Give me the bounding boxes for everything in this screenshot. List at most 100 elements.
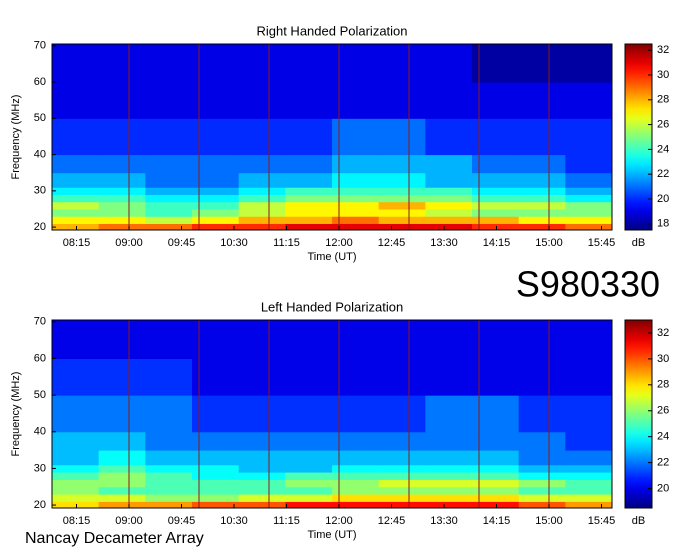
observation-id: S980330: [516, 264, 660, 305]
heatmap-cell: [565, 486, 613, 495]
heatmap-cell: [238, 172, 286, 188]
heatmap-cell: [285, 486, 333, 495]
colorbar: [624, 43, 653, 231]
heatmap-cell: [332, 479, 380, 488]
heatmap-cell: [332, 472, 380, 480]
heatmap-cell: [285, 44, 333, 83]
colorbar-tick-label: 18: [657, 218, 669, 230]
heatmap-cell: [565, 494, 613, 502]
heatmap-cell: [518, 450, 566, 466]
x-tick-label: 12:00: [325, 237, 353, 249]
heatmap-cell: [378, 82, 426, 119]
heatmap-cell: [332, 464, 380, 473]
x-tick-label: 13:30: [430, 237, 458, 249]
heatmap-cell: [52, 501, 100, 509]
heatmap-cell: [52, 82, 100, 119]
heatmap-cell: [472, 187, 520, 195]
heatmap-cell: [565, 44, 613, 83]
x-tick-label: 15:45: [588, 237, 616, 249]
heatmap-cell: [98, 82, 146, 119]
heatmap-cell: [52, 208, 100, 217]
heatmap-cell: [425, 172, 473, 188]
heatmap-cell: [378, 431, 426, 451]
heatmap-cell: [238, 223, 286, 231]
heatmap-cell: [378, 216, 426, 224]
heatmap-cell: [565, 216, 613, 224]
x-tick-label: 14:15: [483, 237, 511, 249]
heatmap-cell: [145, 208, 193, 217]
heatmap-cell: [192, 464, 240, 473]
heatmap-cell: [285, 201, 333, 210]
x-tick-label: 09:00: [115, 515, 143, 527]
instrument: Nancay Decameter Array: [25, 530, 204, 547]
x-tick-label: 10:30: [220, 515, 248, 527]
colorbar-label: dB: [632, 237, 645, 249]
heatmap-cell: [192, 431, 240, 451]
y-tick-label: 50: [34, 112, 46, 124]
panel-title: Right Handed Polarization: [256, 23, 407, 38]
heatmap-cell: [238, 154, 286, 174]
y-tick-label: 40: [34, 148, 46, 160]
heatmap-cell: [518, 82, 566, 119]
heatmap-cell: [565, 194, 613, 203]
colorbar-tick-label: 20: [657, 482, 669, 494]
heatmap-cell: [332, 395, 380, 433]
heatmap-cell: [145, 223, 193, 231]
heatmap-cell: [425, 501, 473, 509]
heatmap-cell: [378, 208, 426, 217]
heatmap-cell: [285, 154, 333, 174]
heatmap-cell: [192, 194, 240, 203]
heatmap-cell: [425, 431, 473, 451]
heatmap-cell: [52, 187, 100, 195]
heatmap-cell: [332, 194, 380, 203]
y-tick-label: 20: [34, 499, 46, 511]
heatmap-cell: [285, 358, 333, 396]
heatmap-cell: [332, 208, 380, 217]
x-tick-label: 11:15: [273, 237, 300, 249]
heatmap-cell: [145, 118, 193, 156]
heatmap-cell: [378, 358, 426, 396]
heatmap-cell: [378, 320, 426, 359]
heatmap-cell: [518, 187, 566, 195]
y-tick-label: 30: [34, 462, 46, 474]
heatmap-cell: [285, 479, 333, 488]
heatmap-cell: [472, 358, 520, 396]
heatmap-cell: [98, 201, 146, 210]
x-tick-label: 12:45: [378, 237, 406, 249]
heatmap-cell: [52, 194, 100, 203]
heatmap-cell: [378, 486, 426, 495]
colorbar-tick-label: 30: [657, 353, 669, 365]
heatmap-cell: [192, 501, 240, 509]
heatmap-cell: [332, 187, 380, 195]
heatmap-cell: [472, 486, 520, 495]
heatmap-cell: [238, 494, 286, 502]
y-tick-label: 70: [34, 40, 46, 52]
heatmap-cell: [472, 201, 520, 210]
heatmap-cell: [378, 479, 426, 488]
heatmap-cell: [52, 320, 100, 359]
heatmap-cell: [472, 208, 520, 217]
heatmap-cell: [145, 472, 193, 480]
heatmap-cell: [145, 358, 193, 396]
heatmap-cell: [472, 472, 520, 480]
heatmap-cell: [238, 194, 286, 203]
heatmap-cell: [145, 395, 193, 433]
x-tick-label: 12:00: [325, 515, 353, 527]
heatmap-cell: [238, 472, 286, 480]
heatmap-cell: [98, 187, 146, 195]
heatmap-cell: [98, 472, 146, 480]
heatmap-cell: [285, 501, 333, 509]
heatmap-cell: [285, 187, 333, 195]
colorbar-tick-label: 32: [657, 44, 669, 56]
x-tick-label: 11:15: [273, 515, 300, 527]
heatmap-cell: [565, 320, 613, 359]
heatmap-cell: [98, 172, 146, 188]
heatmap-cell: [52, 450, 100, 466]
heatmap-cell: [518, 472, 566, 480]
heatmap-cell: [565, 472, 613, 480]
heatmap-cell: [565, 479, 613, 488]
heatmap-cell: [192, 395, 240, 433]
heatmap-cell: [238, 187, 286, 195]
heatmap-cell: [238, 216, 286, 224]
